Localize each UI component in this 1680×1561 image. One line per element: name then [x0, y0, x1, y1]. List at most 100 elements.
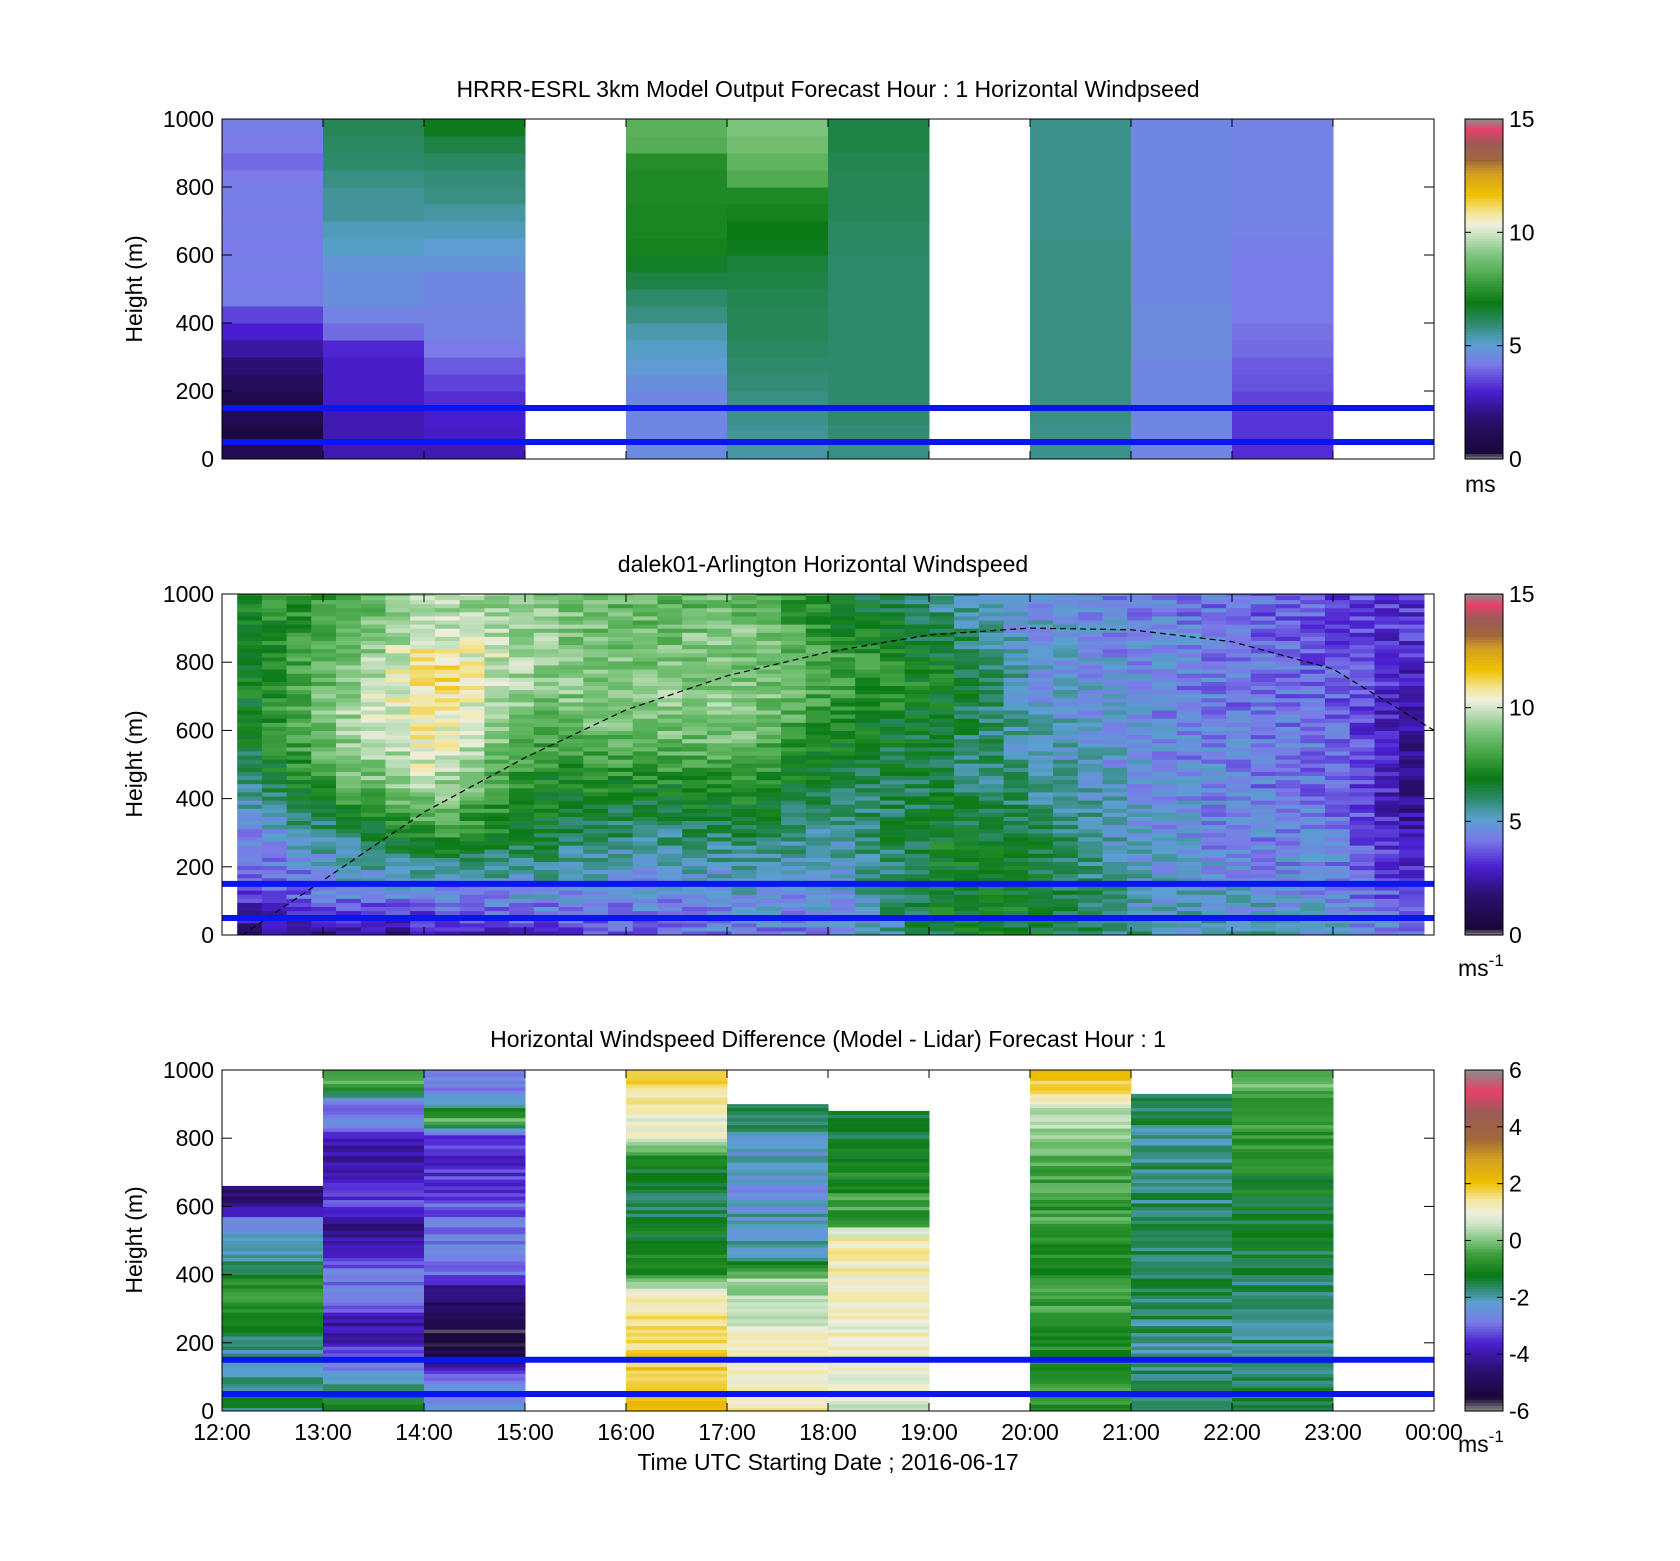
heatmap-cell	[222, 1308, 324, 1313]
heatmap-cell	[978, 632, 1005, 637]
heatmap-cell	[657, 836, 683, 842]
heatmap-cell	[1102, 845, 1128, 850]
heatmap-cell	[558, 808, 584, 813]
heatmap-cell	[855, 742, 881, 748]
heatmap-cell	[855, 791, 881, 797]
heatmap-cell	[805, 922, 832, 928]
heatmap-cell	[323, 1332, 425, 1337]
heatmap-cell	[1349, 714, 1375, 719]
heatmap-cell	[410, 824, 436, 830]
heatmap-cell	[1325, 624, 1351, 629]
colorbar-segment	[1465, 436, 1503, 440]
heatmap-cell	[484, 714, 510, 719]
heatmap-cell	[929, 795, 955, 801]
heatmap-cell	[1176, 648, 1202, 654]
heatmap-cell	[1399, 656, 1425, 662]
heatmap-cell	[632, 693, 658, 699]
heatmap-cell	[410, 734, 436, 740]
heatmap-cell	[1102, 779, 1128, 785]
colorbar-segment	[1465, 701, 1503, 706]
heatmap-cell	[385, 718, 411, 723]
heatmap-cell	[904, 902, 930, 907]
heatmap-cell	[1250, 681, 1277, 686]
heatmap-cell	[880, 636, 906, 641]
heatmap-cell	[756, 800, 782, 805]
heatmap-cell	[657, 619, 683, 625]
heatmap-cell	[385, 910, 411, 916]
heatmap-cell	[360, 611, 387, 617]
heatmap-cell	[323, 1288, 425, 1293]
heatmap-cell	[323, 1261, 425, 1265]
heatmap-cell	[954, 873, 980, 879]
heatmap-cell	[830, 640, 856, 646]
heatmap-cell	[1053, 824, 1079, 830]
heatmap-cell	[1151, 611, 1178, 617]
heatmap-cell	[1028, 808, 1054, 813]
heatmap-cell	[954, 853, 980, 858]
heatmap-cell	[608, 632, 634, 637]
heatmap-cell	[1250, 926, 1277, 932]
heatmap-cell	[756, 755, 782, 760]
heatmap-cell	[682, 677, 708, 682]
heatmap-cell	[954, 845, 980, 850]
heatmap-cell	[1127, 652, 1153, 658]
heatmap-cell	[731, 816, 757, 821]
heatmap-cell	[424, 289, 526, 307]
heatmap-cell	[731, 632, 757, 637]
heatmap-cell	[1226, 656, 1252, 662]
heatmap-cell	[731, 599, 757, 605]
heatmap-cell	[828, 119, 930, 137]
heatmap-cell	[830, 644, 856, 650]
heatmap-cell	[781, 861, 807, 866]
heatmap-cell	[311, 722, 337, 727]
heatmap-cell	[626, 1278, 728, 1282]
heatmap-cell	[311, 902, 337, 907]
heatmap-cell	[261, 669, 288, 674]
heatmap-cell	[385, 619, 411, 625]
heatmap-cell	[855, 619, 881, 625]
heatmap-cell	[1325, 853, 1351, 858]
heatmap-cell	[706, 755, 733, 760]
heatmap-cell	[1127, 693, 1153, 699]
heatmap-cell	[682, 816, 708, 821]
heatmap-cell	[385, 714, 411, 719]
heatmap-cell	[237, 730, 263, 736]
heatmap-cell	[1053, 873, 1079, 879]
heatmap-cell	[336, 742, 362, 748]
heatmap-cell	[286, 873, 312, 879]
heatmap-cell	[533, 628, 560, 633]
heatmap-cell	[1374, 922, 1400, 928]
heatmap-cell	[360, 644, 387, 650]
heatmap-cell	[626, 1185, 728, 1190]
heatmap-cell	[459, 611, 485, 617]
heatmap-cell	[1374, 697, 1400, 703]
heatmap-cell	[1053, 845, 1079, 850]
heatmap-cell	[360, 599, 387, 605]
heatmap-cell	[682, 836, 708, 842]
heatmap-cell	[360, 718, 387, 723]
colorbar-segment	[1465, 730, 1503, 734]
colorbar-segment	[1465, 235, 1503, 239]
heatmap-cell	[261, 865, 288, 871]
heatmap-cell	[484, 652, 510, 658]
heatmap-cell	[237, 800, 263, 805]
heatmap-cell	[657, 791, 683, 797]
heatmap-cell	[682, 714, 708, 719]
heatmap-cell	[756, 853, 782, 858]
heatmap-cell	[509, 824, 535, 830]
colorbar-segment	[1465, 596, 1503, 601]
heatmap-cell	[261, 804, 288, 809]
heatmap-cell	[929, 869, 955, 875]
heatmap-cell	[904, 845, 930, 850]
heatmap-cell	[583, 689, 609, 695]
heatmap-cell	[731, 750, 757, 756]
heatmap-cell	[459, 726, 485, 731]
heatmap-cell	[1077, 681, 1104, 686]
heatmap-cell	[410, 808, 436, 813]
heatmap-cell	[880, 885, 906, 891]
heatmap-cell	[1300, 640, 1326, 646]
heatmap-cell	[978, 816, 1005, 821]
heatmap-cell	[1077, 816, 1104, 821]
heatmap-cell	[954, 730, 980, 736]
heatmap-cell	[583, 820, 609, 826]
